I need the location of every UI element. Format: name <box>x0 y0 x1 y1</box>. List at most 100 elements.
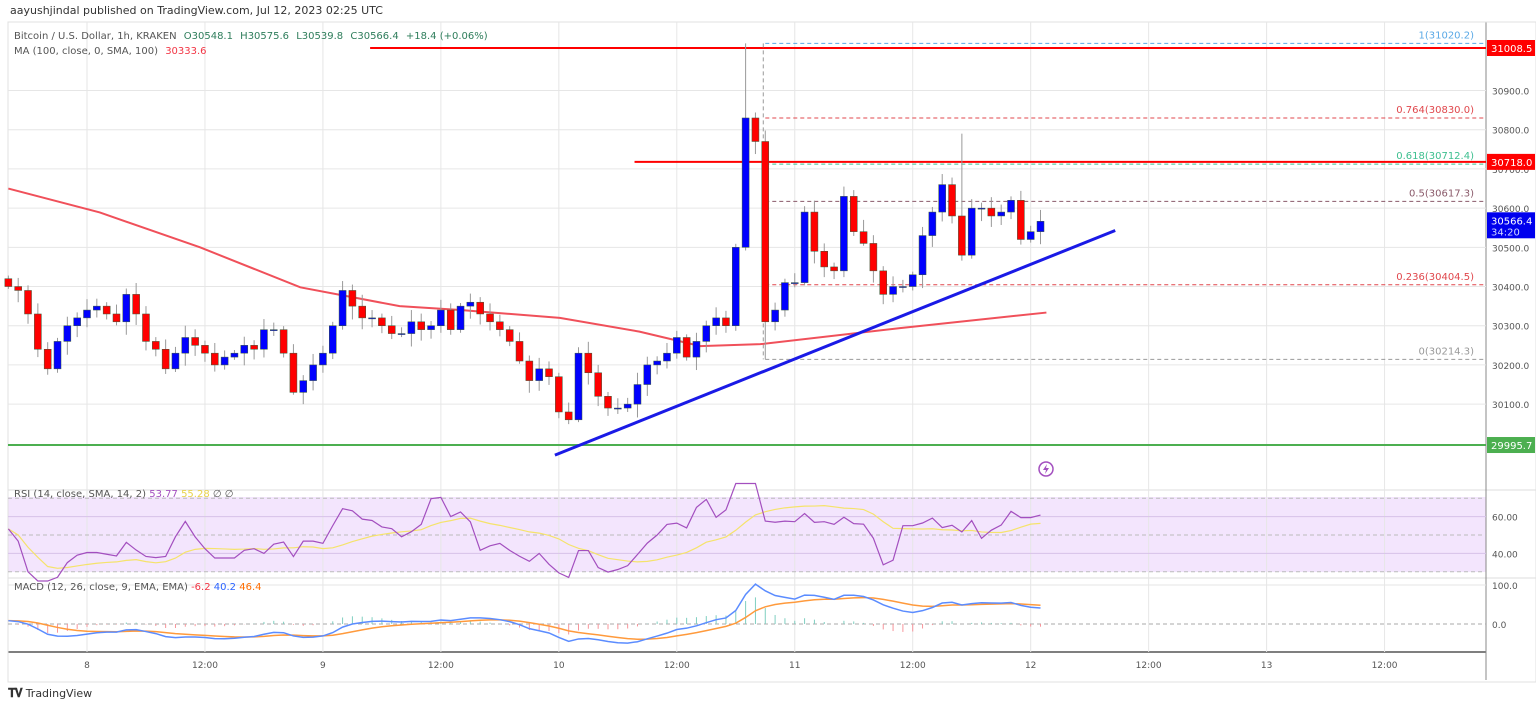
ma100-line <box>8 187 1047 348</box>
candle <box>741 117 750 248</box>
symbol-label[interactable]: Bitcoin / U.S. Dollar, 1h, KRAKEN <box>14 31 177 42</box>
candle <box>525 360 534 381</box>
fib-level-label: 0.236(30404.5) <box>1396 272 1474 283</box>
candle <box>102 305 111 315</box>
candle <box>702 325 711 342</box>
candle <box>220 356 229 366</box>
price-level-badge-text: 29995.7 <box>1491 441 1532 452</box>
candle <box>781 282 789 311</box>
tradingview-logo[interactable]: 𝐓𝐕 TradingView <box>8 686 92 701</box>
candle <box>338 290 347 326</box>
candle <box>387 325 396 334</box>
candle <box>132 294 140 315</box>
time-tick-label: 12:00 <box>1136 661 1162 671</box>
price-tick-label: 30900.0 <box>1492 88 1529 98</box>
candle <box>928 211 937 236</box>
fib-level-label: 0.5(30617.3) <box>1409 188 1474 199</box>
time-tick-label: 12:00 <box>900 661 926 671</box>
candle <box>771 309 779 323</box>
candle <box>456 305 465 330</box>
candle <box>378 317 386 326</box>
candle <box>63 325 72 342</box>
candle <box>967 207 976 256</box>
candle <box>348 290 357 307</box>
logo-text: TradingView <box>25 687 93 700</box>
price-tick-label: 30600.0 <box>1492 205 1529 215</box>
open-value: O30548.1 <box>183 31 233 42</box>
candle <box>987 207 996 217</box>
rsi-tick-label: 60.00 <box>1492 514 1518 524</box>
candle <box>122 294 131 323</box>
candle <box>1007 200 1015 213</box>
time-tick-label: 11 <box>789 661 800 671</box>
countdown-text: 34:20 <box>1491 227 1520 238</box>
candle <box>161 349 170 370</box>
candle <box>663 352 671 362</box>
candle <box>112 313 121 323</box>
macd-signal-value: 46.4 <box>239 582 262 593</box>
candle <box>397 333 406 335</box>
candle <box>840 196 848 272</box>
candle <box>908 274 917 287</box>
candle <box>682 337 691 358</box>
ma-label[interactable]: MA (100, close, 0, SMA, 100) <box>14 46 158 57</box>
candle <box>849 196 858 232</box>
candle <box>515 341 524 362</box>
candle <box>977 207 986 210</box>
rsi-na-2: ∅ <box>224 489 234 500</box>
chart-legend: Bitcoin / U.S. Dollar, 1h, KRAKEN O30548… <box>14 29 492 59</box>
candle <box>270 329 278 331</box>
candle <box>299 380 308 393</box>
candle <box>692 341 701 358</box>
macd-value: 40.2 <box>213 582 237 593</box>
candle <box>211 352 219 366</box>
candle <box>496 321 504 330</box>
candle <box>938 184 946 213</box>
rsi-sma-line <box>8 505 1041 569</box>
candle <box>93 305 101 311</box>
chart-frame <box>7 21 1536 683</box>
time-tick-label: 12 <box>1025 661 1036 671</box>
candle <box>358 305 366 319</box>
price-tick-label: 30500.0 <box>1492 244 1529 254</box>
macd-label[interactable]: MACD (12, 26, close, 9, EMA, EMA) <box>14 582 188 593</box>
current-price-badge <box>1487 212 1535 239</box>
current-price-text: 30566.4 <box>1491 216 1532 227</box>
candle <box>43 349 52 370</box>
candle <box>466 301 475 307</box>
rsi-legend: RSI (14, close, SMA, 14, 2) 53.77 55.28 … <box>14 489 234 500</box>
macd-line <box>8 583 1041 644</box>
candle <box>476 301 484 315</box>
candle <box>791 282 799 284</box>
candle <box>555 376 563 413</box>
candle <box>191 337 199 346</box>
candle <box>34 313 42 350</box>
candle <box>24 290 32 315</box>
price-tick-label: 30700.0 <box>1492 166 1529 176</box>
time-tick-label: 9 <box>320 661 326 671</box>
fib-level-label: 0.764(30830.0) <box>1396 105 1474 116</box>
rsi-sma-value: 55.28 <box>181 489 210 500</box>
candle <box>309 364 317 381</box>
price-level-badge-text: 31008.5 <box>1491 44 1532 55</box>
macd-hist-value: -6.2 <box>191 582 211 593</box>
candle <box>446 309 455 330</box>
time-tick-label: 12:00 <box>1372 661 1398 671</box>
candle <box>623 403 632 409</box>
publisher-line: aayushjindal published on TradingView.co… <box>10 4 383 17</box>
time-tick-label: 13 <box>1261 661 1272 671</box>
rsi-label[interactable]: RSI (14, close, SMA, 14, 2) <box>14 489 147 500</box>
candle <box>368 317 376 320</box>
price-tick-label: 30100.0 <box>1492 401 1529 411</box>
candle <box>486 313 494 323</box>
candle <box>997 211 1005 217</box>
fib-level-label: 0.618(30712.4) <box>1396 151 1474 162</box>
price-level-badge <box>1487 437 1535 454</box>
macd-tick-label: 100.0 <box>1492 582 1518 592</box>
lightning-bolt-icon <box>1043 464 1049 474</box>
time-tick-label: 8 <box>84 661 90 671</box>
candle <box>614 407 622 410</box>
candle <box>142 313 150 342</box>
price-level-badge-text: 30718.0 <box>1491 158 1532 169</box>
